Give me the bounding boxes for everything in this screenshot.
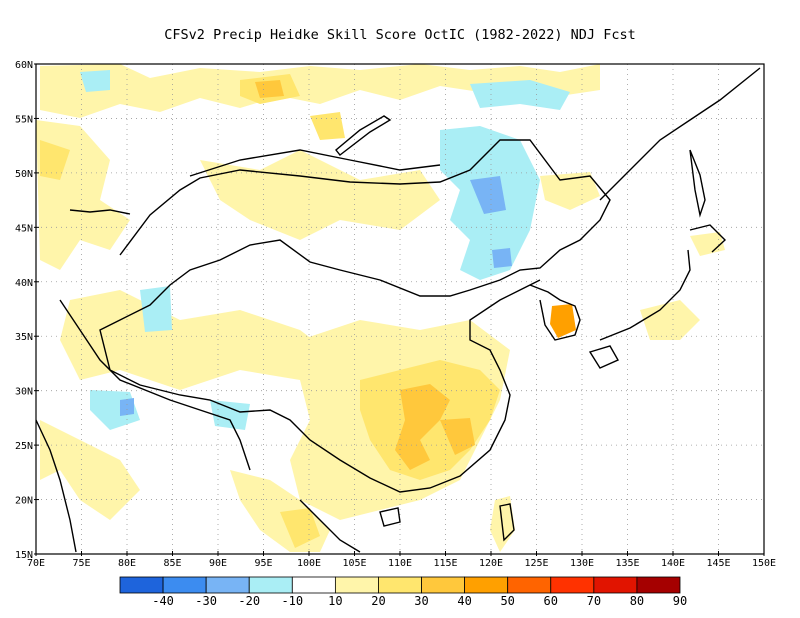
colorbar-label: 20: [371, 594, 385, 608]
colorbar-swatch: [205, 576, 250, 594]
india-coast: [35, 419, 77, 553]
skill-area-blue-mongolia: [470, 176, 506, 214]
colorbar-swatch: [248, 576, 293, 594]
skill-area-yellow-north: [40, 64, 600, 118]
colorbar-swatch: [421, 576, 466, 594]
lat-tick-label: 40N: [15, 278, 33, 289]
colorbar-label: 30: [414, 594, 428, 608]
skill-area-yellow-ne: [540, 172, 600, 210]
lon-tick-label: 140E: [661, 558, 685, 569]
latitude-labels: 60N 55N 50N 45N 40N 35N 30N 25N 20N 15N: [15, 60, 39, 561]
colorbar-label: -40: [152, 594, 174, 608]
lat-tick-label: 50N: [15, 169, 33, 180]
lon-tick-label: 85E: [163, 558, 181, 569]
taiwan: [499, 503, 515, 542]
skill-area-orange-se: [440, 418, 475, 455]
lon-tick-label: 100E: [297, 558, 321, 569]
skill-area-blue-south-mongolia: [492, 248, 512, 268]
lon-tick-label: 135E: [615, 558, 639, 569]
colorbar-label: 80: [630, 594, 644, 608]
japan-hokkaido: [689, 224, 727, 253]
japan-kyushu: [588, 345, 619, 369]
lat-tick-label: 35N: [15, 332, 33, 343]
colorbar-swatch: [378, 576, 422, 594]
mongolia-russia-border: [189, 149, 441, 177]
chart-title: CFSv2 Precip Heidke Skill Score OctIC (1…: [164, 27, 636, 43]
lat-tick-label: 20N: [15, 496, 33, 507]
skill-area-orange-south: [395, 384, 450, 470]
skill-area-yellow-japan-n: [690, 232, 725, 256]
skill-area-yellow-central: [200, 150, 440, 240]
russia-east-coast: [599, 67, 761, 201]
skill-area-orange-korea: [550, 304, 576, 338]
colorbar-swatch: [291, 576, 336, 594]
colorbar-label: 70: [587, 594, 601, 608]
map-grid: [36, 64, 764, 554]
korea-coast: [529, 284, 581, 341]
map-boundaries: [35, 67, 761, 553]
lon-tick-label: 115E: [433, 558, 457, 569]
lon-tick-label: 95E: [254, 558, 272, 569]
colorbar-label: 90: [673, 594, 687, 608]
hainan: [379, 507, 401, 527]
indochina-coast: [299, 499, 361, 553]
lat-tick-label: 25N: [15, 441, 33, 452]
colorbar-swatch: [464, 576, 509, 594]
skill-area-cyan-myanmar: [210, 400, 250, 430]
colorbar-label: -10: [281, 594, 303, 608]
skill-area-cyan-west: [80, 70, 110, 92]
lon-tick-label: 90E: [209, 558, 227, 569]
lon-tick-label: 130E: [570, 558, 594, 569]
colorbar-swatch: [334, 576, 379, 594]
lon-tick-label: 145E: [706, 558, 730, 569]
skill-area-yellow-japan: [640, 300, 700, 340]
colorbar-swatch: [507, 576, 552, 594]
japan-honshu: [599, 249, 691, 341]
sakhalin: [689, 149, 706, 218]
skill-area-gold-west: [40, 140, 70, 180]
colorbar-label: 40: [457, 594, 471, 608]
lat-tick-label: 30N: [15, 387, 33, 398]
skill-area-gold-indochina: [280, 508, 320, 548]
baikal: [335, 115, 392, 156]
colorbar: -40 -30 -20 -10 10 20 30 40 50 60 70 80 90: [119, 576, 687, 608]
colorbar-swatch: [162, 576, 207, 594]
lat-tick-label: 45N: [15, 223, 33, 234]
china-boundary: [99, 139, 611, 493]
skill-area-blue-sw: [120, 398, 134, 416]
lon-tick-label: 105E: [342, 558, 366, 569]
lon-tick-label: 125E: [524, 558, 548, 569]
lat-tick-label: 15N: [15, 550, 33, 561]
skill-area-orange-north: [255, 80, 284, 98]
india-border: [59, 299, 251, 471]
skill-area-yellow-india: [40, 420, 140, 520]
colorbar-swatch: [550, 576, 595, 594]
colorbar-label: 60: [544, 594, 558, 608]
colorbar-label: 10: [328, 594, 342, 608]
skill-area-cyan-north: [470, 80, 570, 110]
skill-area-cyan-center: [140, 286, 172, 332]
lon-tick-label: 150E: [752, 558, 776, 569]
lon-tick-label: 80E: [118, 558, 136, 569]
longitude-labels: 70E 75E 80E 85E 90E 95E 100E 105E 110E 115E 120E 12…: [27, 551, 776, 569]
colorbar-swatch: [636, 576, 681, 594]
skill-score-field: [36, 64, 725, 552]
colorbar-label: -20: [238, 594, 260, 608]
colorbar-label: 50: [500, 594, 514, 608]
lon-tick-label: 110E: [388, 558, 412, 569]
colorbar-label: -30: [195, 594, 217, 608]
lon-tick-label: 120E: [479, 558, 503, 569]
colorbar-swatch: [119, 576, 164, 594]
lat-tick-label: 60N: [15, 60, 33, 71]
colorbar-swatch: [593, 576, 638, 594]
caspian-aral-coast: [69, 209, 131, 215]
lon-tick-label: 70E: [27, 558, 45, 569]
lat-tick-label: 55N: [15, 114, 33, 125]
skill-area-yellow-west: [36, 120, 130, 270]
skill-area-gold-siberia: [310, 112, 345, 140]
lon-tick-label: 75E: [72, 558, 90, 569]
